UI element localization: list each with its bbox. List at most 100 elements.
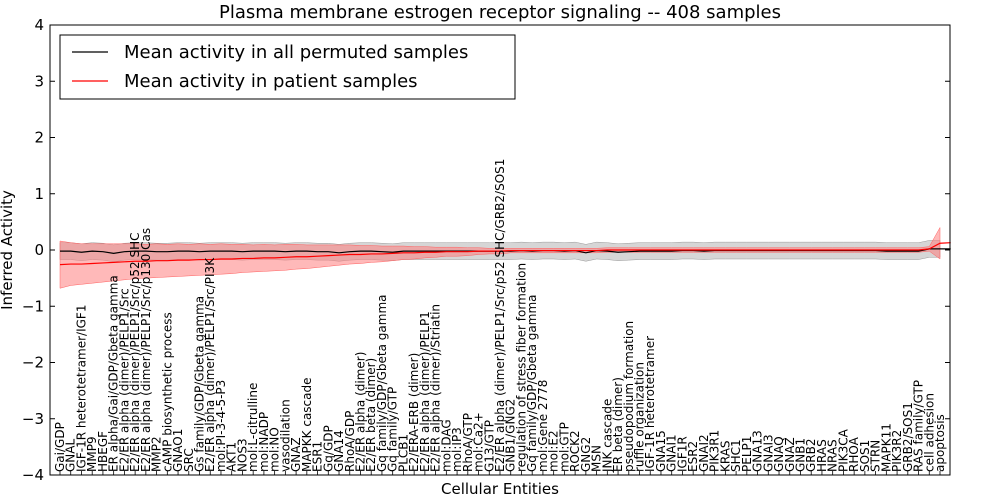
x-tick-label: GNB1/GNG2 — [504, 399, 518, 472]
x-tick-label: E2/ER alpha (dimer)/PELP1 — [418, 311, 432, 472]
x-tick-label: GNA15 — [654, 430, 668, 472]
x-tick-label: GNG2 — [579, 437, 593, 472]
x-tick-label: PLCB1 — [396, 434, 410, 472]
x-tick-label: SHC1 — [729, 439, 743, 472]
x-tick-label: mol:Gene 2778 — [536, 380, 550, 472]
x-tick-label: E2/ER alpha (dimer)/Striatin — [429, 304, 443, 472]
x-tick-label: NRAS — [826, 439, 840, 472]
x-tick-label: GNAQ — [772, 436, 786, 472]
band-patient — [59, 226, 941, 289]
y-tick-label: −4 — [22, 466, 44, 484]
x-tick-label: NOS3 — [235, 438, 249, 472]
x-tick-label: GNA14 — [332, 430, 346, 472]
x-tick-label: Gai/GDP — [53, 422, 67, 472]
x-tick-label: ruffle organization — [633, 362, 647, 472]
x-tick-label: PIK3R2 — [890, 430, 904, 472]
x-tick-label: mol:GTP — [557, 422, 571, 472]
x-tick-label: PELP1 — [740, 436, 754, 472]
x-tick-label: GNAI3 — [761, 434, 775, 472]
x-tick-label: mol:PI-3-4-5-P3 — [214, 380, 228, 472]
x-tick-label: mol:Ca2+ — [472, 412, 486, 472]
x-tick-label: apoptosis — [933, 414, 947, 472]
x-tick-label: GNAI1 — [665, 434, 679, 472]
x-tick-label: SOS1 — [858, 440, 872, 472]
y-tick-label: 1 — [34, 185, 44, 203]
x-tick-label: mol:E2 — [547, 430, 561, 472]
series-line-patient — [59, 242, 951, 266]
x-tick-label: MAPKK cascade — [300, 377, 314, 472]
x-tick-label: RhoA/GTP — [461, 413, 475, 472]
y-axis: −4 −3 −2 −1 0 1 2 3 4 — [22, 16, 950, 484]
x-tick-label: E2/ER alpha (dimer)/PELP1/Src/p52 SHC — [128, 232, 142, 472]
x-tick-label: Gq family/GDP/Gbeta gamma — [525, 294, 539, 472]
x-tick-label: E2/ERA-ERB (dimer) — [407, 353, 421, 472]
x-tick-label: mol:NADP — [257, 412, 271, 472]
legend-box — [59, 34, 516, 100]
x-tick-label: RhoA/GDP — [343, 411, 357, 472]
x-tick-label: GNAZ — [289, 437, 303, 472]
x-tick-label: E2/ER alpha (dimer) — [353, 352, 367, 472]
x-tick-label: E2/ER beta (dimer) — [364, 358, 378, 472]
x-tick-label: PIK3CA — [836, 428, 850, 472]
x-tick-label: MSN — [590, 445, 604, 472]
chart-title: Plasma membrane estrogen receptor signal… — [219, 2, 781, 23]
x-tick-label: MMP2 — [150, 436, 164, 472]
y-tick-label: 4 — [34, 16, 44, 34]
y-axis-label: Inferred Activity — [0, 190, 16, 310]
x-tick-label: GNAZ — [783, 437, 797, 472]
y-tick-label: −2 — [22, 354, 44, 372]
x-tick-label: Gq family/GTP — [386, 387, 400, 472]
x-tick-label: IGF-1R heterotetramer/IGF1 — [74, 305, 88, 472]
x-tick-label: HRAS — [815, 439, 829, 472]
x-tick-label: MAPK11 — [879, 423, 893, 472]
x-tick-label: pseudopodium formation — [622, 321, 636, 472]
y-tick-label: −1 — [22, 297, 44, 315]
x-axis-label: Cellular Entities — [441, 480, 559, 498]
x-tick-label: RAS family/GTP — [912, 380, 926, 472]
x-tick-label: GNAI2 — [697, 434, 711, 472]
x-tick-label: AKT1 — [225, 442, 239, 472]
x-tick-label: JNK cascade — [600, 399, 614, 473]
series-lines — [59, 242, 951, 266]
x-tick-label: cAMP biosynthetic process — [160, 312, 174, 472]
x-tick-label: mol:DAG — [439, 419, 453, 472]
x-tick-label: ESR2 — [686, 441, 700, 472]
x-tick-label: vasodilation — [278, 399, 292, 472]
y-tick-label: 2 — [34, 129, 44, 147]
x-tick-label: regulation of stress fiber formation — [514, 263, 528, 472]
x-tick-label: HBEGF — [96, 431, 110, 472]
x-tick-label: GRB2/SOS1 — [901, 402, 915, 472]
x-tick-label: MMP9 — [85, 436, 99, 472]
x-tick-label: Gq/GDP — [321, 425, 335, 472]
x-tick-label: cell adhesion — [922, 393, 936, 472]
x-tick-label: GNA13 — [751, 430, 765, 472]
x-tick-label: E2/ER alpha (dimer)/PELP1/Src — [117, 288, 131, 472]
x-tick-label: mol:L-citrulline — [246, 383, 260, 472]
y-tick-label: 3 — [34, 72, 44, 90]
x-tick-label: GRB2 — [804, 438, 818, 472]
x-tick-label: GNB1 — [793, 438, 807, 472]
legend-label-permuted: Mean activity in all permuted samples — [124, 42, 468, 63]
x-tick-label: mol:NO — [268, 427, 282, 472]
x-tick-label: ROCK2 — [568, 430, 582, 472]
x-tick-label: GNAL — [64, 439, 78, 472]
x-tick-label: PIK3R1 — [708, 430, 722, 472]
x-tick-label: GNAO1 — [171, 429, 185, 472]
x-tick-label: G13/GTP — [482, 420, 496, 472]
x-tick-label: RHOA — [847, 436, 861, 472]
legend: Mean activity in all permuted samples Me… — [59, 34, 516, 100]
x-tick-label: IGF-1R heterotetramer — [643, 336, 657, 472]
x-tick-label: ESR1 — [311, 441, 325, 472]
legend-label-patient: Mean activity in patient samples — [124, 71, 418, 92]
x-tick-label: KRAS — [718, 440, 732, 472]
x-tick-label: E2/ER alpha (dimer)/PELP1/Src/p130 Cas — [139, 228, 153, 472]
x-tick-label: E2/ER alpha (dimer)/PELP1/Src/PI3K — [203, 257, 217, 472]
x-tick-label: Gq family/GDP/Gbeta gamma — [375, 294, 389, 472]
x-tick-label: E2/ER alpha (dimer)/PELP1/Src/p52 SHC/GR… — [493, 159, 507, 472]
x-tick-label: ER beta (dimer) — [611, 377, 625, 472]
x-tick-label: STRN — [869, 440, 883, 472]
x-tick-label: mol:IP3 — [450, 427, 464, 472]
y-tick-label: 0 — [34, 241, 44, 259]
